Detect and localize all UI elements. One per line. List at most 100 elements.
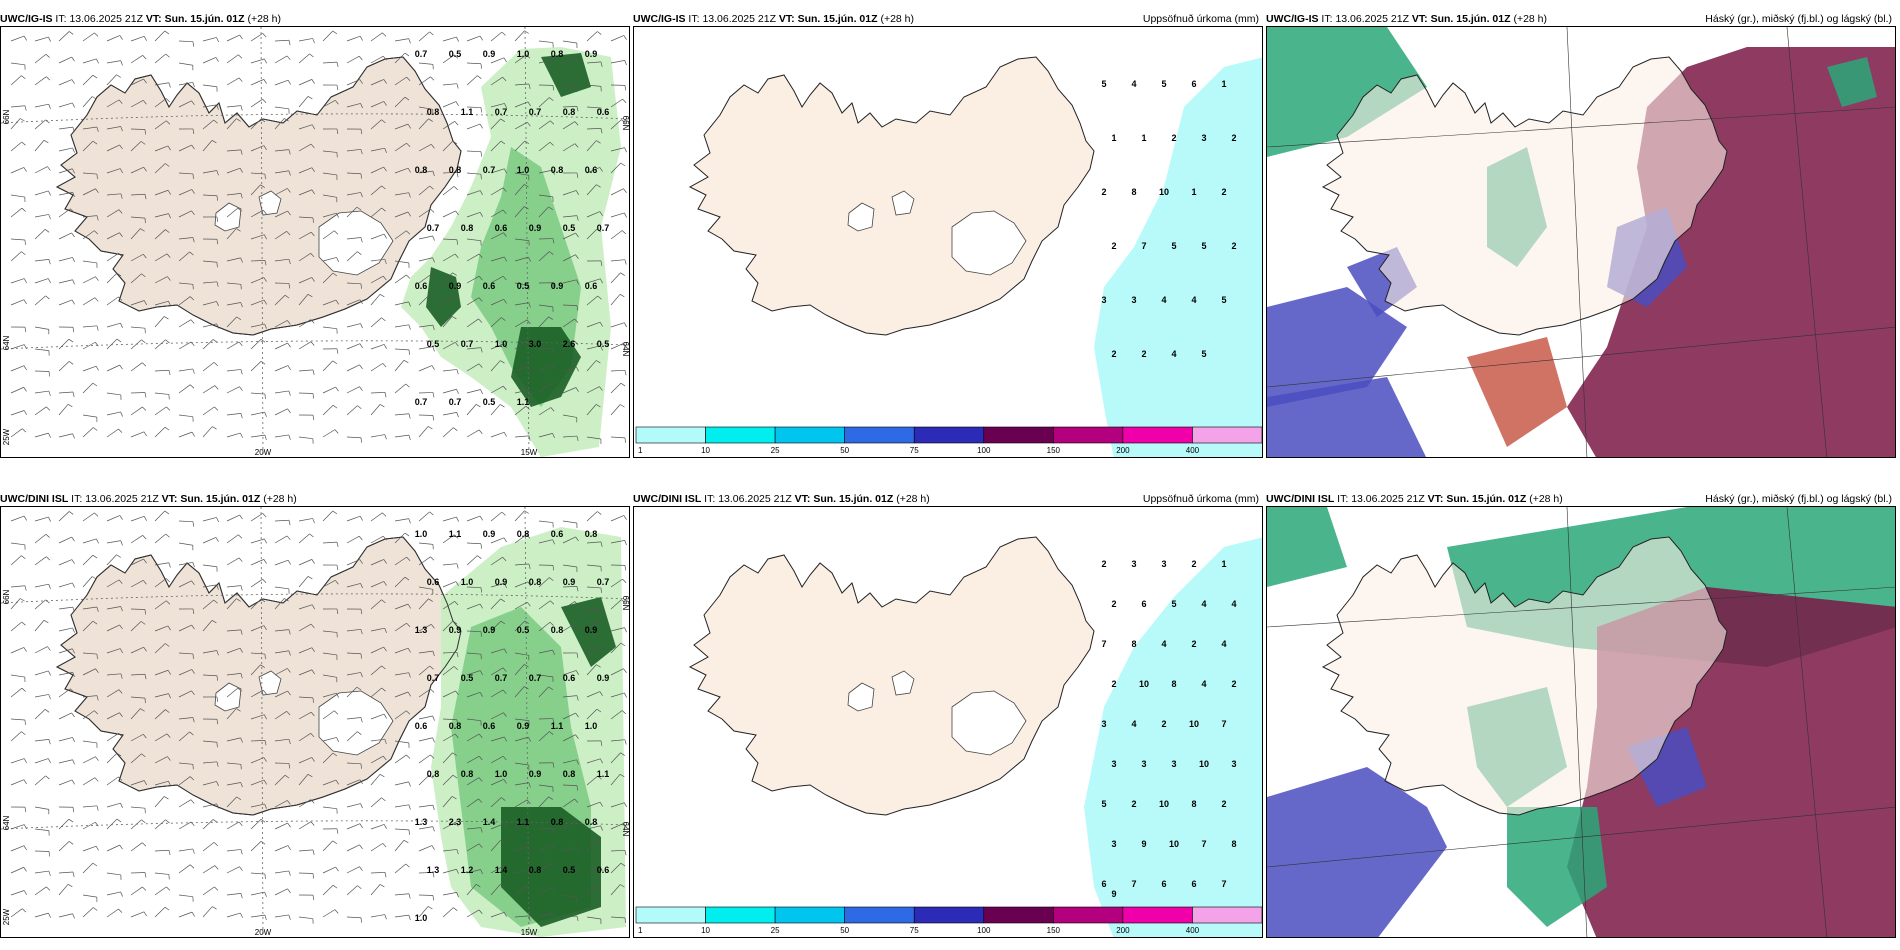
wind-barb (82, 230, 95, 240)
wind-barb-feather (23, 647, 27, 652)
wind-barb (610, 578, 623, 588)
wind-barb-feather (240, 105, 243, 111)
wind-barb-feather (383, 824, 387, 829)
wind-barb (394, 38, 409, 42)
wind-barb-feather (381, 599, 386, 604)
wind-barb-feather (432, 346, 435, 352)
wind-barb (562, 564, 577, 568)
precip-area (561, 597, 616, 667)
wind-barb-feather (48, 694, 51, 700)
wind-barb-feather (192, 848, 195, 854)
wind-barb (202, 564, 217, 568)
wind-barb-feather (381, 119, 386, 124)
wind-barb-feather (503, 537, 507, 543)
wind-barb-feather (24, 807, 27, 813)
wind-barb (34, 103, 49, 108)
wind-barb-feather (48, 104, 51, 109)
wind-barb (298, 623, 312, 632)
wind-barb (10, 824, 25, 830)
wind-barb-feather (500, 140, 506, 145)
wind-barb (106, 209, 120, 218)
wind-barb-feather (192, 608, 195, 614)
wind-barb-feather (501, 31, 506, 36)
wind-barb-feather (384, 434, 387, 440)
map-svg: 2 3 3 2 12 6 5 4 47 8 4 2 42 10 8 4 23 4 2 10 73 3 3 10 35 2 10 8 23… (634, 507, 1262, 937)
wind-barb-feather (408, 518, 411, 524)
wind-barb (58, 759, 73, 764)
wind-barb (202, 281, 217, 284)
wind-barb (370, 434, 385, 438)
wind-barb-feather (597, 31, 602, 35)
wind-barb (106, 428, 119, 438)
wind-barb-feather (384, 259, 387, 265)
wind-barb-feather (92, 576, 97, 580)
wind-barb (442, 868, 457, 874)
wind-barb-feather (453, 666, 458, 671)
wind-barb (610, 668, 624, 676)
wind-barb (322, 194, 337, 198)
wind-barb-feather (503, 912, 507, 917)
wind-barb-feather (478, 276, 483, 281)
wind-barb-feather (576, 846, 579, 852)
wind-barb-feather (216, 803, 219, 809)
precip-value-label: 0.8 (529, 865, 542, 875)
wind-barb (346, 803, 361, 808)
wind-barb-feather (310, 231, 315, 237)
wind-barb-feather (213, 119, 218, 124)
wind-barb-feather (23, 299, 27, 305)
wind-barb (10, 542, 25, 546)
wind-barb (442, 54, 455, 64)
wind-barb (226, 782, 241, 786)
wind-barb (298, 732, 311, 742)
wind-barb-feather (384, 914, 387, 920)
axis-label: 25W (2, 428, 11, 445)
wind-barb (82, 341, 96, 350)
wind-barb (394, 52, 406, 64)
wind-barb-feather (120, 193, 123, 199)
precip-value-label: 0.9 (563, 577, 576, 587)
wind-barb-feather (452, 294, 458, 299)
wind-barb (346, 885, 358, 896)
wind-barb (418, 650, 433, 654)
wind-barb-feather (311, 647, 315, 653)
wind-barb (226, 687, 239, 698)
wind-barb-feather (92, 96, 97, 100)
wind-barb-feather (143, 911, 147, 917)
wind-barb-feather (335, 100, 339, 105)
wind-barb-feather (23, 410, 27, 416)
wind-barb-feather (502, 689, 507, 695)
wind-barb (514, 510, 525, 522)
wind-barb (58, 102, 73, 108)
wind-barb-feather (23, 779, 27, 785)
wind-barb (274, 845, 289, 852)
wind-barb (106, 606, 121, 610)
wind-barb (394, 781, 409, 786)
wind-barb-feather (620, 862, 626, 867)
wind-barb-feather (263, 145, 267, 150)
wind-barb-feather (240, 629, 243, 635)
wind-barb-feather (480, 869, 483, 875)
wind-barb (562, 340, 575, 350)
wind-barb (154, 300, 169, 306)
wind-barb (514, 736, 529, 742)
wind-barb-feather (191, 144, 195, 150)
wind-barb (178, 894, 193, 898)
wind-barb (298, 872, 314, 874)
wind-barb-feather (312, 393, 315, 399)
wind-barb (34, 828, 49, 831)
wind-barb-feather (96, 695, 99, 701)
wind-barb (586, 564, 601, 567)
wind-barb-feather (71, 232, 75, 238)
wind-barb (562, 40, 577, 44)
wind-barb-feather (360, 103, 363, 109)
accum-value-label: 8 (1131, 187, 1136, 197)
wind-barb-feather (596, 840, 601, 844)
wind-barb-feather (624, 370, 627, 376)
wind-barb (154, 120, 167, 130)
coastline (55, 56, 462, 336)
wind-barb-feather (550, 600, 555, 605)
wind-barb-feather (332, 510, 338, 515)
colorbar-swatch (774, 906, 845, 924)
panel-header: UWC/DINI ISL IT: 13.06.2025 21Z VT: Sun.… (0, 492, 630, 506)
wind-barb-feather (141, 819, 146, 824)
